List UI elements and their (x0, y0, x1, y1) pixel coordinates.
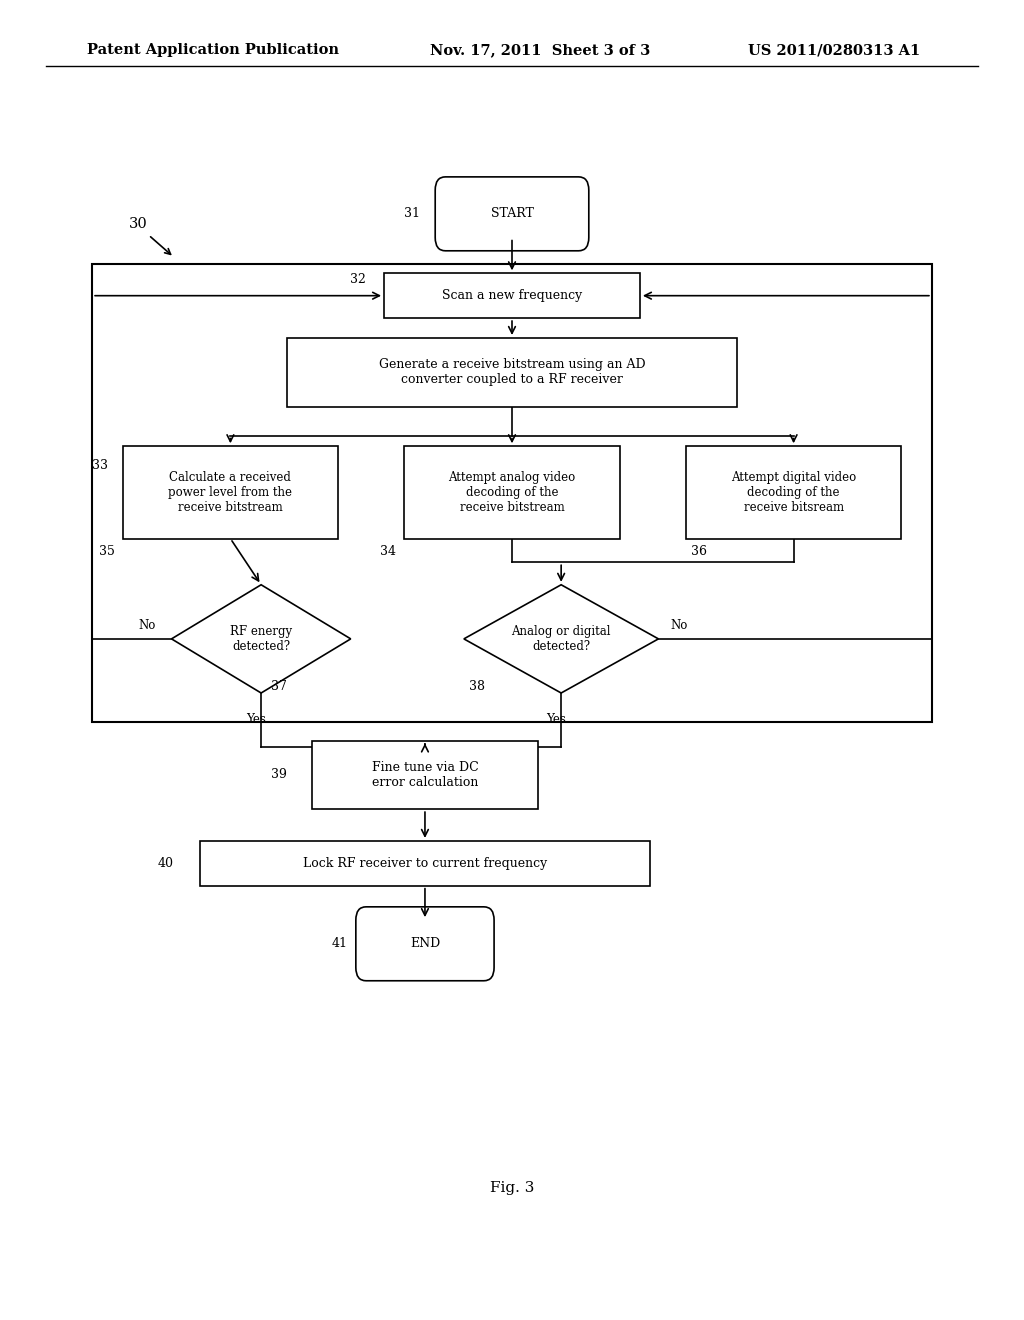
Text: 41: 41 (332, 937, 347, 950)
Text: 35: 35 (98, 545, 115, 558)
Text: Patent Application Publication: Patent Application Publication (87, 44, 339, 57)
Text: 30: 30 (129, 218, 147, 231)
Polygon shape (172, 585, 350, 693)
Text: Scan a new frequency: Scan a new frequency (442, 289, 582, 302)
FancyBboxPatch shape (356, 907, 494, 981)
Text: Yes: Yes (246, 713, 266, 726)
Text: 33: 33 (91, 459, 108, 473)
Text: Analog or digital
detected?: Analog or digital detected? (511, 624, 611, 653)
Text: 40: 40 (158, 857, 174, 870)
FancyBboxPatch shape (435, 177, 589, 251)
Text: Nov. 17, 2011  Sheet 3 of 3: Nov. 17, 2011 Sheet 3 of 3 (430, 44, 650, 57)
Text: Lock RF receiver to current frequency: Lock RF receiver to current frequency (303, 857, 547, 870)
Polygon shape (464, 585, 658, 693)
Text: END: END (410, 937, 440, 950)
Text: Attempt analog video
decoding of the
receive bitstream: Attempt analog video decoding of the rec… (449, 471, 575, 513)
Bar (287, 338, 737, 407)
Bar (404, 446, 620, 539)
Text: 37: 37 (271, 680, 288, 693)
Text: 32: 32 (349, 273, 366, 286)
Bar (123, 446, 338, 539)
Text: Yes: Yes (546, 713, 566, 726)
Text: 34: 34 (380, 545, 396, 558)
Bar (686, 446, 901, 539)
Text: No: No (671, 619, 688, 632)
Text: 36: 36 (691, 545, 708, 558)
Bar (384, 273, 640, 318)
Bar (200, 841, 650, 886)
Text: 31: 31 (403, 207, 420, 220)
Text: Fig. 3: Fig. 3 (489, 1181, 535, 1195)
Bar (312, 741, 538, 809)
Text: START: START (490, 207, 534, 220)
Text: 39: 39 (270, 768, 287, 781)
Text: Generate a receive bitstream using an AD
converter coupled to a RF receiver: Generate a receive bitstream using an AD… (379, 358, 645, 387)
Text: Attempt digital video
decoding of the
receive bitsream: Attempt digital video decoding of the re… (731, 471, 856, 513)
Text: US 2011/0280313 A1: US 2011/0280313 A1 (748, 44, 920, 57)
Text: No: No (139, 619, 157, 632)
Text: Calculate a received
power level from the
receive bitstream: Calculate a received power level from th… (168, 471, 293, 513)
Text: Fine tune via DC
error calculation: Fine tune via DC error calculation (372, 760, 478, 789)
Bar (92, 264, 932, 722)
Text: 38: 38 (469, 680, 485, 693)
Text: RF energy
detected?: RF energy detected? (230, 624, 292, 653)
